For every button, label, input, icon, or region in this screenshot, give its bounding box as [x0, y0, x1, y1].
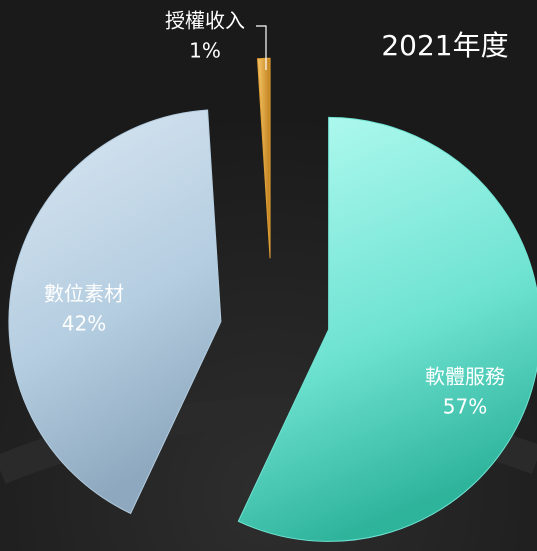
- pie: [8, 57, 537, 542]
- slice-value-label: 42%: [62, 312, 106, 336]
- slice-category-label: 軟體服務: [425, 365, 505, 389]
- slice-category-label: 數位素材: [44, 282, 124, 306]
- pie-slice: [237, 116, 537, 542]
- leader-line: [256, 25, 267, 70]
- slice-category-label: 授權收入: [165, 9, 245, 33]
- pie-slice: [8, 109, 222, 515]
- chart-title: 2021年度: [381, 29, 508, 62]
- pie-slice: [256, 57, 271, 259]
- slice-value-label: 1%: [189, 39, 221, 63]
- slice-value-label: 57%: [443, 395, 487, 419]
